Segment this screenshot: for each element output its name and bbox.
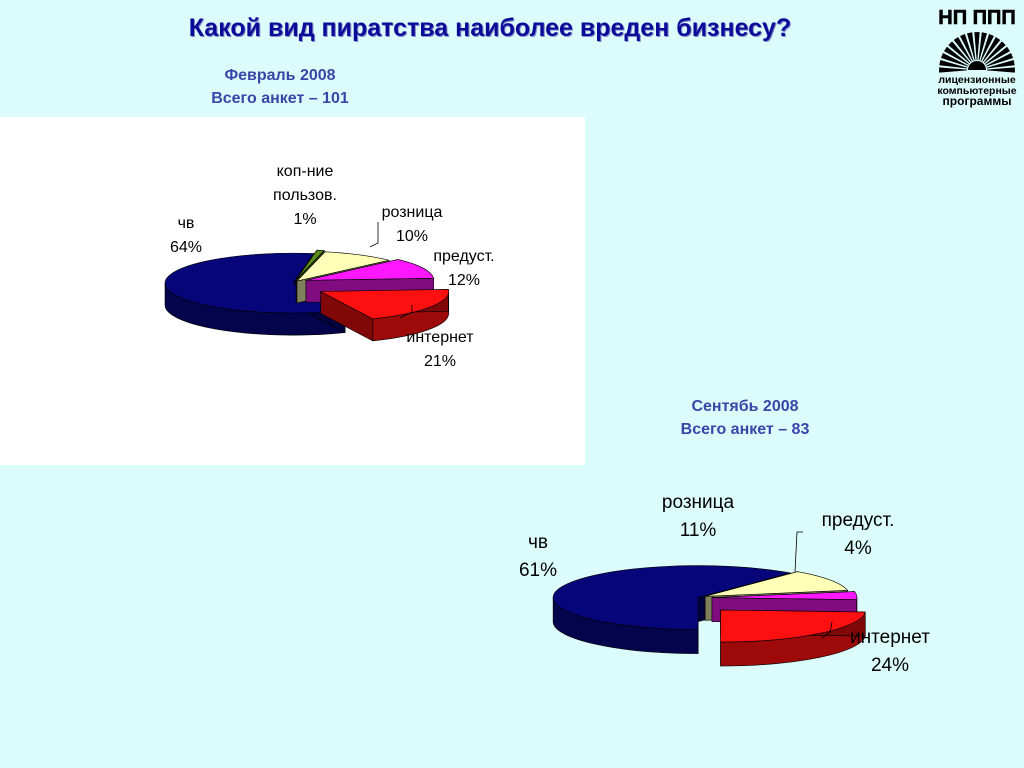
chart2-name-chv: чв [528, 532, 548, 553]
chart1-subtitle-line-2: Всего анкет – 101 [211, 90, 349, 107]
chart2-percent-internet: 24% [871, 655, 909, 676]
chart1-name-roznica: розница [382, 204, 443, 221]
chart2-percent-chv: 61% [519, 560, 557, 581]
chart1-percent-roznica: 10% [396, 228, 428, 245]
chart2-label-internet: интернет 24% [821, 621, 930, 676]
chart2-percent-predust: 4% [844, 538, 872, 559]
chart1-name-chv: чв [178, 215, 195, 232]
chart1-name-predust: предуст. [433, 248, 494, 265]
chart1-percent-predust: 12% [448, 272, 480, 289]
chart1-percent-internet: 21% [424, 353, 456, 370]
chart2-percent-roznica: 11% [680, 520, 717, 541]
chart1-subtitle: Февраль 2008 Всего анкет – 101 [150, 64, 410, 110]
chart2-label-predust: предуст. 4% [794, 510, 895, 573]
npppp-logo: НП ППП лицензионные компьютерные програм… [937, 7, 1016, 108]
chart1-label-roznica: розница 10% [369, 204, 443, 248]
chart1-name-kop: пользов. [273, 187, 337, 204]
page-title: Какой вид пиратства наиболее вреден бизн… [188, 14, 792, 42]
chart1-percent-kop: 1% [293, 211, 316, 228]
logo-sunburst-icon [939, 32, 1015, 73]
chart2-slice-internet [720, 609, 866, 667]
chart1-subtitle-line-1: Февраль 2008 [224, 67, 336, 84]
chart2-subtitle-line-2: Всего анкет – 83 [680, 421, 810, 438]
logo-line-2: компьютерные [937, 85, 1016, 97]
chart2-subtitle-line-1: Сентябь 2008 [691, 398, 799, 415]
chart2-name-roznica: розница [662, 492, 735, 513]
chart2-label-chv: чв 61% [519, 532, 557, 581]
chart1-label-internet: интернет 21% [399, 305, 474, 370]
chart1-label-chv: чв 64% [170, 215, 202, 256]
chart2-subtitle: Сентябь 2008 Всего анкет – 83 [620, 395, 870, 441]
chart1-name-kop: коп-ние [277, 163, 334, 180]
chart2-name-internet: интернет [850, 627, 930, 648]
chart1-slice-internet [320, 289, 450, 342]
logo-line-1: лицензионные [938, 74, 1016, 86]
logo-line-3: программы [943, 94, 1012, 108]
chart2-name-predust: предуст. [822, 510, 895, 531]
logo-title: НП ППП [938, 7, 1016, 29]
chart1-name-internet: интернет [406, 329, 474, 346]
chart1-label-kop: коп-ние пользов. 1% [273, 163, 337, 228]
chart2-label-roznica: розница 11% [662, 492, 735, 541]
chart1-label-predust: предуст. 12% [433, 248, 494, 289]
chart1-percent-chv: 64% [170, 239, 202, 256]
